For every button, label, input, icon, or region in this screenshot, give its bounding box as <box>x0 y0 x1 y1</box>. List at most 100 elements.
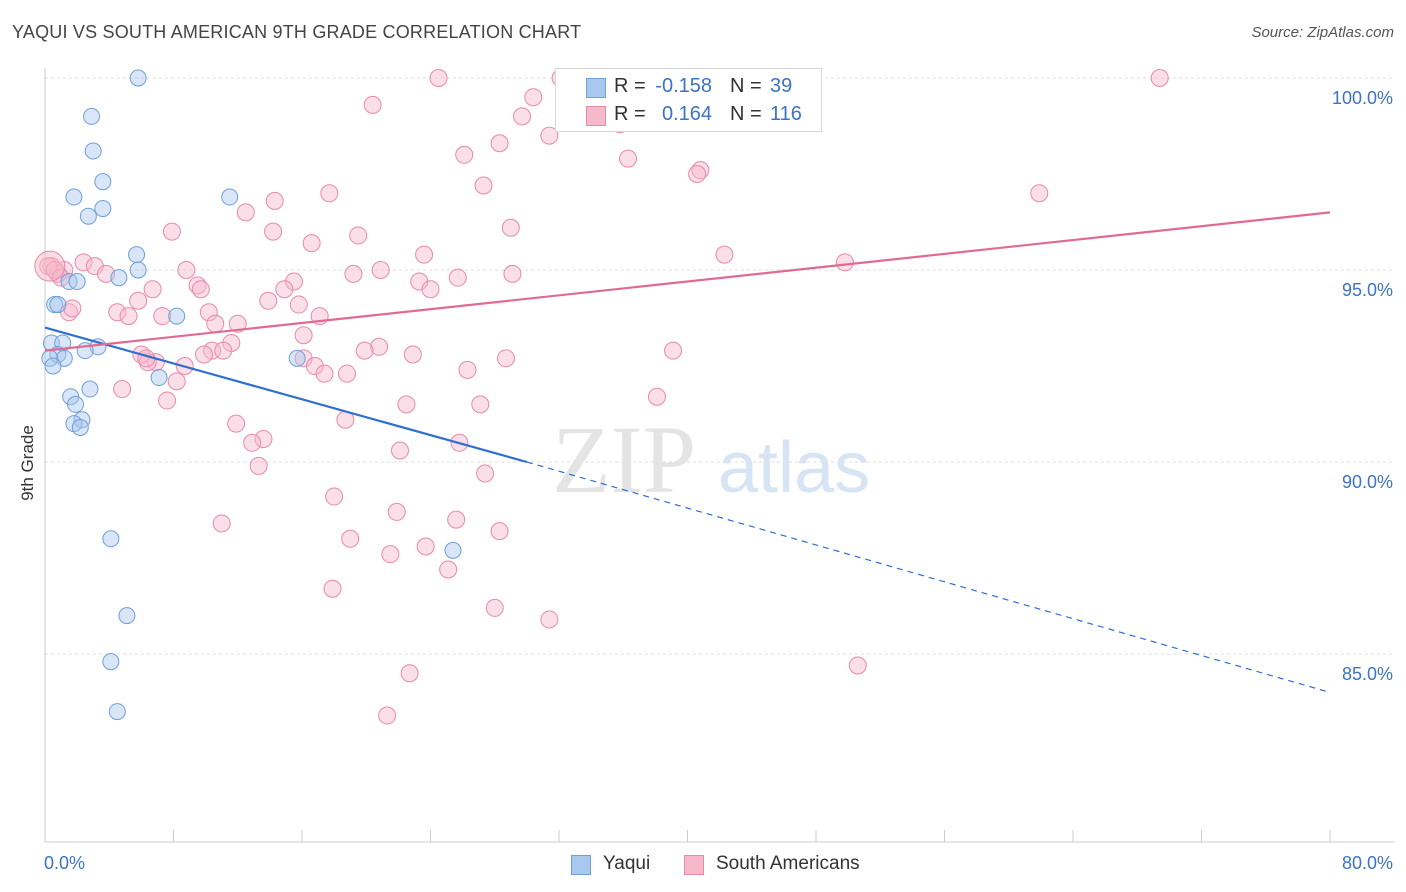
south-americans-point <box>320 184 339 203</box>
legend-n-value: 116 <box>770 103 802 125</box>
series-legend-swatch-south-americans <box>684 855 704 875</box>
south-americans-point <box>501 218 520 237</box>
south-americans-point <box>415 245 434 264</box>
south-americans-point <box>458 360 477 379</box>
south-americans-point <box>664 341 683 360</box>
legend-swatch-yaqui <box>586 78 606 98</box>
south-americans-point <box>264 222 283 241</box>
legend-swatch-south-americans <box>586 106 606 126</box>
south-americans-point <box>524 88 543 107</box>
yaqui-point <box>110 269 128 287</box>
yaqui-point <box>44 357 62 375</box>
yaqui-point <box>68 273 86 291</box>
yaqui-point <box>129 69 147 87</box>
south-americans-point <box>259 291 278 310</box>
south-americans-point <box>337 364 356 383</box>
legend-r-label: R = <box>614 75 646 97</box>
south-americans-point <box>490 134 509 153</box>
yaqui-point <box>84 142 102 160</box>
south-americans-point <box>485 598 504 617</box>
south-americans-point <box>647 387 666 406</box>
yaqui-point <box>102 530 120 548</box>
south-americans-point <box>113 380 132 399</box>
south-americans-point <box>1150 69 1169 87</box>
south-americans-trend-line <box>44 211 1331 352</box>
south-americans-point <box>341 529 360 548</box>
south-americans-point <box>349 226 368 245</box>
south-americans-point <box>390 441 409 460</box>
x-max-label: 80.0% <box>1342 853 1393 873</box>
yaqui-point <box>81 380 99 398</box>
south-americans-point <box>227 414 246 433</box>
south-americans-point <box>416 537 435 556</box>
series-legend: Yaqui South Americans <box>571 852 911 878</box>
legend-n-label: N = <box>730 75 762 97</box>
south-americans-point <box>455 145 474 164</box>
south-americans-point <box>289 295 308 314</box>
yaqui-point <box>221 188 239 206</box>
yaqui-point <box>71 418 89 436</box>
watermark-zip: ZIP <box>552 406 696 513</box>
south-americans-point <box>400 664 419 683</box>
south-americans-point <box>143 280 162 299</box>
south-americans-point <box>162 222 181 241</box>
south-americans-point <box>1030 184 1049 203</box>
legend-n-value: 39 <box>770 75 793 97</box>
south-americans-point <box>447 510 466 529</box>
legend-r-value: -0.158 <box>655 75 712 97</box>
south-americans-point <box>74 253 93 272</box>
south-americans-point <box>370 337 389 356</box>
yaqui-point <box>102 653 120 671</box>
south-americans-point <box>371 261 390 279</box>
south-americans-point <box>302 234 321 253</box>
south-americans-point <box>355 341 374 360</box>
south-americans-point <box>243 433 262 452</box>
south-americans-point <box>254 429 273 448</box>
south-americans-point <box>540 610 559 629</box>
south-americans-point <box>619 149 638 168</box>
south-americans-point <box>63 299 82 318</box>
source-credit: Source: ZipAtlas.com <box>1251 24 1394 41</box>
south-americans-point <box>513 107 532 126</box>
south-americans-point <box>177 261 196 279</box>
x-min-label: 0.0% <box>44 853 85 873</box>
south-americans-point <box>490 522 509 541</box>
yaqui-point <box>79 207 97 225</box>
south-americans-point <box>439 560 458 579</box>
south-americans-point <box>403 345 422 364</box>
yaqui-point <box>67 395 85 413</box>
south-americans-point <box>212 514 231 533</box>
south-americans-point <box>397 395 416 414</box>
yaqui-point <box>118 607 136 625</box>
south-americans-point <box>429 69 448 87</box>
yaqui-point <box>108 703 126 721</box>
south-americans-point <box>421 280 440 299</box>
south-americans-point <box>540 126 559 145</box>
yaqui-trend-extension <box>526 461 1331 693</box>
series-legend-swatch-yaqui <box>571 855 591 875</box>
south-americans-point <box>688 165 707 183</box>
south-americans-point <box>344 264 363 283</box>
south-americans-point <box>119 307 138 326</box>
legend-row-south-americans: R = 0.164 N = 116 <box>556 101 821 129</box>
chart-title: YAQUI VS SOUTH AMERICAN 9TH GRADE CORREL… <box>12 22 582 42</box>
south-americans-point <box>496 349 515 368</box>
south-americans-point <box>97 264 116 283</box>
axes <box>44 68 1395 843</box>
yaqui-point <box>444 541 462 559</box>
south-americans-point <box>471 395 490 414</box>
series-legend-label-south-americans: South Americans <box>716 853 860 874</box>
south-americans-point <box>503 264 522 283</box>
south-americans-point <box>294 326 313 345</box>
south-americans-point <box>228 314 247 333</box>
y-tick-label: 90.0% <box>1342 472 1393 492</box>
south-americans-point <box>835 253 854 272</box>
south-americans-point <box>381 545 400 564</box>
south-americans-point <box>199 303 218 322</box>
south-americans-point <box>305 357 324 375</box>
south-americans-point <box>323 579 342 598</box>
south-americans-point <box>265 191 284 210</box>
yaqui-point <box>94 200 112 218</box>
legend-row-yaqui: R = -0.158 N = 39 <box>556 73 821 101</box>
